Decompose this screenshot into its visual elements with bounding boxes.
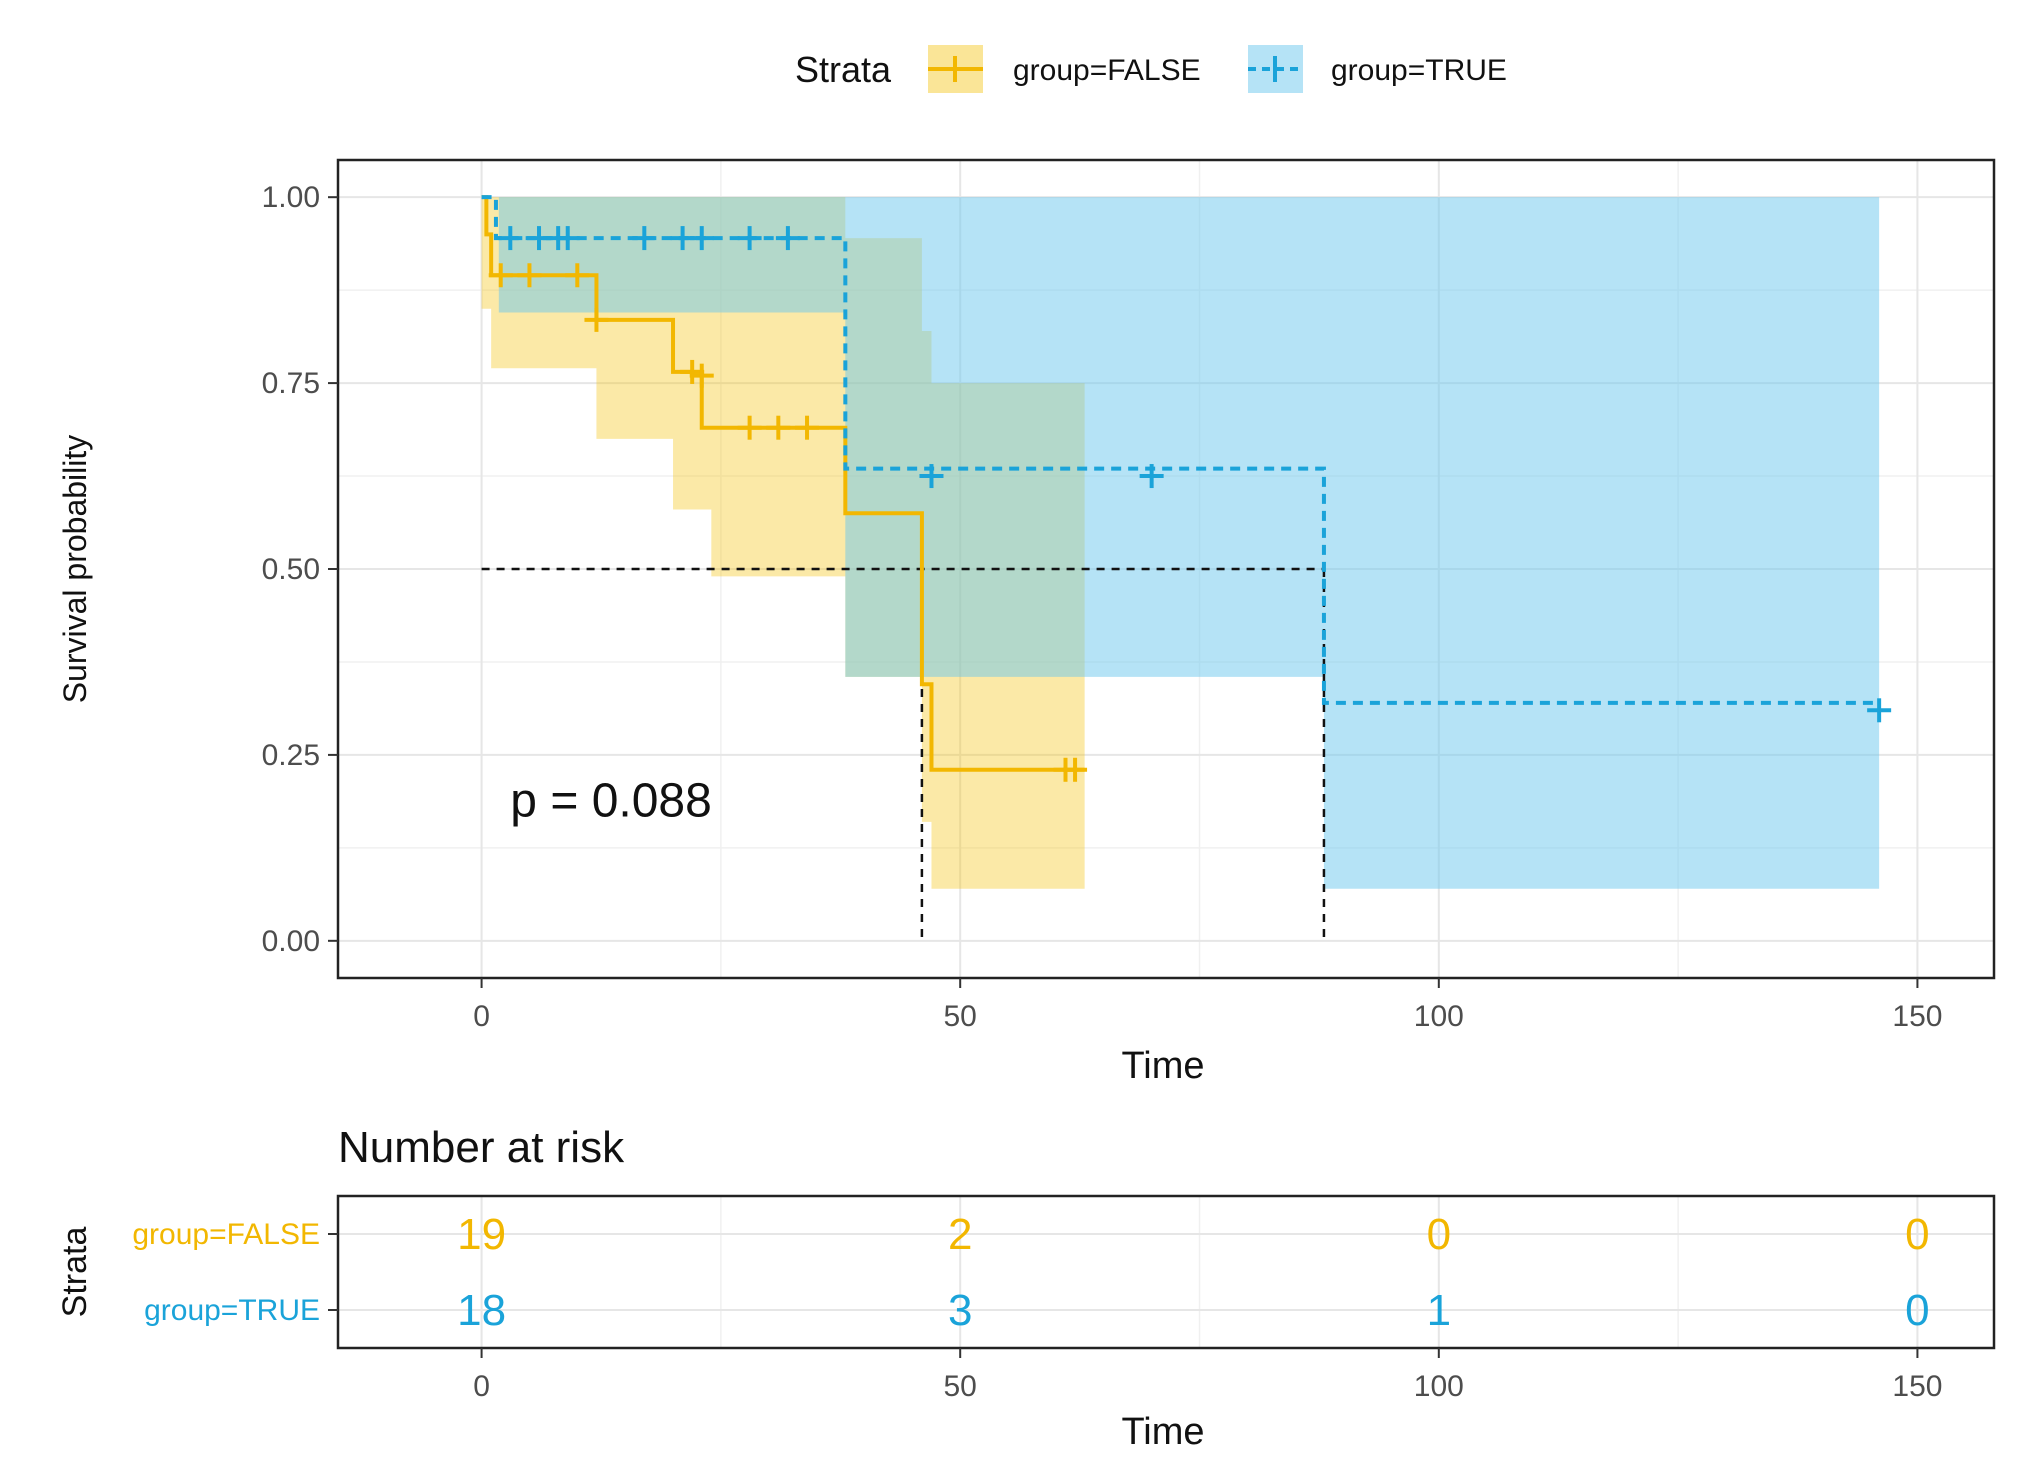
x-tick-label: 150 <box>1892 1000 1942 1033</box>
y-tick-label: 1.00 <box>262 181 320 214</box>
censor-mark-false <box>517 263 542 288</box>
censor-mark-true <box>919 464 944 489</box>
risk-row-label: group=FALSE <box>132 1218 320 1251</box>
censor-mark-false <box>766 415 791 440</box>
censor-mark-true <box>632 226 657 251</box>
x-tick-label: 100 <box>1414 1000 1464 1033</box>
legend: Strata group=FALSE group=TRUE <box>795 45 1507 93</box>
risk-row-label: group=TRUE <box>144 1294 320 1327</box>
censor-mark-true <box>1139 464 1164 489</box>
risk-x-tick-label: 150 <box>1892 1370 1942 1403</box>
risk-count: 0 <box>1427 1210 1451 1259</box>
risk-table-border <box>336 1194 1996 1350</box>
risk-table: Number at risk 19 2 0 018 3 1 0 group=FALSEgro… <box>56 1123 1996 1453</box>
censor-mark-false <box>795 415 820 440</box>
censor-mark-false <box>488 263 513 288</box>
x-axis-title: Time <box>1121 1045 1204 1087</box>
risk-count: 0 <box>1905 1210 1929 1259</box>
legend-label-false: group=FALSE <box>1013 54 1201 87</box>
risk-table-x-axis-title: Time <box>1121 1411 1204 1453</box>
x-tick-label: 0 <box>473 1000 490 1033</box>
risk-table-panel <box>338 1196 1994 1348</box>
censor-mark-true <box>737 226 762 251</box>
p-value-annotation: p = 0.088 <box>510 775 712 828</box>
censor-mark-false <box>584 307 609 332</box>
survival-curve-true <box>481 195 1880 705</box>
plot-axes: 0 50 100 150 0.00 0.25 0.50 0.75 1.00 <box>262 181 1943 1033</box>
censor-mark-true <box>1867 698 1892 723</box>
risk-table-gridlines <box>338 1196 1994 1348</box>
risk-count: 1 <box>1427 1286 1451 1335</box>
censor-mark-false <box>737 415 762 440</box>
censor-mark-false <box>1063 757 1088 782</box>
censor-mark-true <box>689 226 714 251</box>
risk-table-cells: 19 2 0 0 18 3 1 0 <box>457 1210 1930 1335</box>
risk-count: 2 <box>948 1210 972 1259</box>
y-tick-label: 0.50 <box>262 553 320 586</box>
censor-mark-true <box>555 226 580 251</box>
censor-mark-false <box>689 363 714 388</box>
ci-band-false <box>481 197 1085 889</box>
risk-x-tick-label: 50 <box>944 1370 977 1403</box>
censor-marks <box>488 226 1892 782</box>
confidence-bands <box>481 197 1880 889</box>
y-axis-title: Survival probability <box>57 435 93 704</box>
censor-mark-false <box>565 263 590 288</box>
legend-title: Strata <box>795 49 892 90</box>
risk-count: 3 <box>948 1286 972 1335</box>
risk-table-title: Number at risk <box>338 1123 625 1172</box>
y-tick-label: 0.75 <box>262 367 320 400</box>
risk-count: 0 <box>1905 1286 1929 1335</box>
risk-count: 19 <box>457 1210 506 1259</box>
y-tick-label: 0.00 <box>262 925 320 958</box>
risk-x-tick-label: 100 <box>1414 1370 1464 1403</box>
ci-band-true <box>481 197 1880 889</box>
legend-label-true: group=TRUE <box>1331 54 1507 87</box>
risk-table-y-axis-title: Strata <box>56 1227 94 1318</box>
risk-table-axes: group=FALSE group=TRUE 0 50 100 150 <box>132 1218 1942 1403</box>
censor-mark-true <box>498 226 523 251</box>
x-tick-label: 50 <box>944 1000 977 1033</box>
y-tick-label: 0.25 <box>262 739 320 772</box>
risk-count: 18 <box>457 1286 506 1335</box>
risk-x-tick-label: 0 <box>473 1370 490 1403</box>
censor-mark-true <box>775 226 800 251</box>
